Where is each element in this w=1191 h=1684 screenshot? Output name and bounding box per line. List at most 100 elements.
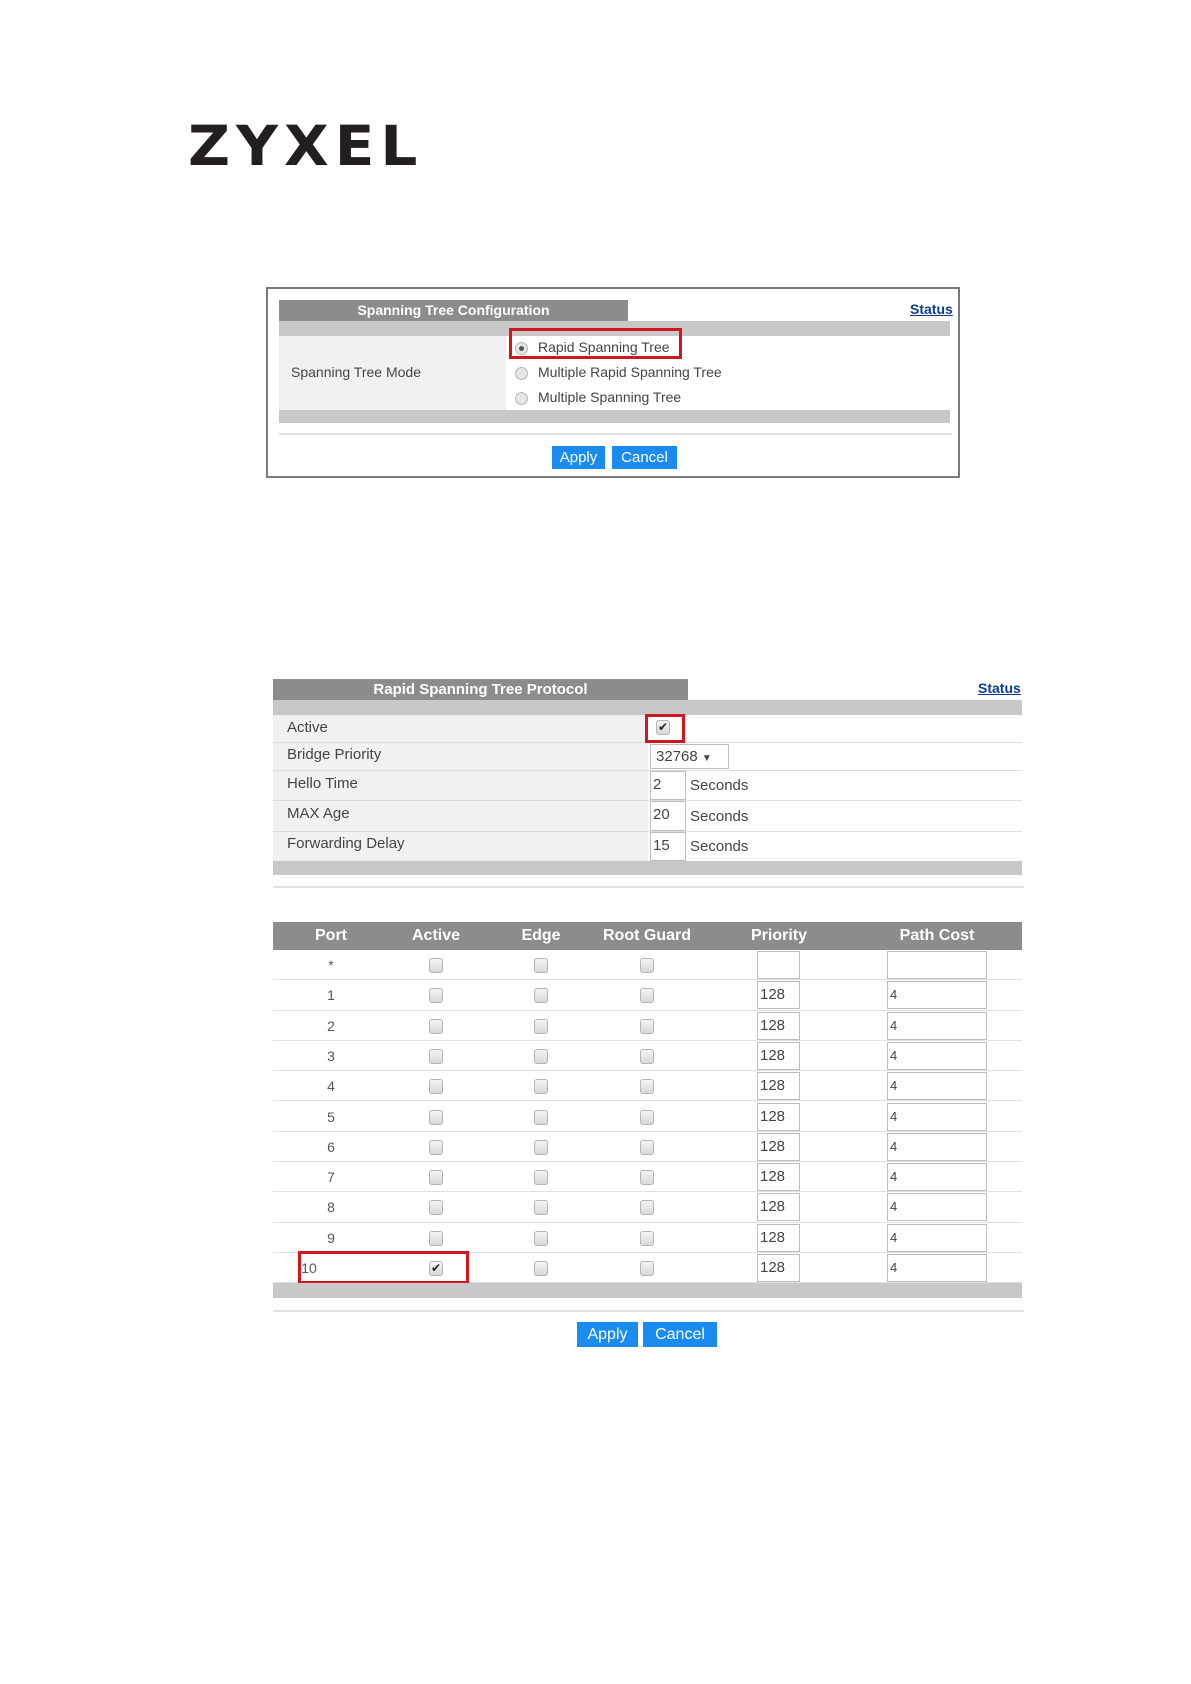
max-age-input[interactable]: 20 bbox=[650, 801, 686, 831]
root-guard-checkbox[interactable] bbox=[640, 1170, 654, 1186]
column-header: Port bbox=[315, 927, 347, 944]
edge-checkbox[interactable] bbox=[534, 1109, 548, 1125]
port-number: 10 bbox=[301, 1260, 317, 1276]
path-cost-input[interactable]: 4 bbox=[887, 1072, 987, 1101]
root-guard-checkbox[interactable] bbox=[640, 1230, 654, 1246]
band bbox=[279, 410, 950, 423]
edge-checkbox[interactable] bbox=[534, 1048, 548, 1064]
radio-button[interactable] bbox=[515, 391, 528, 405]
radio-button[interactable] bbox=[515, 341, 528, 355]
root-guard-checkbox[interactable] bbox=[640, 958, 654, 973]
chevron-down-icon: ▼ bbox=[701, 753, 712, 764]
radio-button[interactable] bbox=[515, 366, 528, 380]
priority-input[interactable]: 128 bbox=[757, 1254, 800, 1282]
port-table-header: Port Active Edge Root Guard Priority Path Cos… bbox=[273, 922, 1022, 950]
bridge-priority-label: Bridge Priority bbox=[287, 746, 382, 763]
forwarding-delay-input[interactable]: 15 bbox=[650, 832, 686, 861]
hello-time-input[interactable]: 2 bbox=[650, 771, 686, 800]
active-checkbox[interactable] bbox=[429, 1139, 443, 1155]
priority-input[interactable]: 128 bbox=[757, 1102, 800, 1131]
priority-input[interactable]: 128 bbox=[757, 1223, 800, 1252]
edge-checkbox[interactable] bbox=[534, 1018, 548, 1034]
active-checkbox[interactable] bbox=[429, 1109, 443, 1125]
root-guard-checkbox[interactable] bbox=[640, 1139, 654, 1155]
active-checkbox[interactable]: ✔ bbox=[656, 720, 670, 735]
mode-option[interactable]: Multiple Spanning Tree bbox=[515, 389, 681, 405]
apply-button[interactable]: Apply bbox=[577, 1322, 638, 1347]
active-checkbox[interactable] bbox=[429, 1048, 443, 1064]
table-row: 6 128 4 bbox=[273, 1131, 1022, 1163]
column-header: Active bbox=[411, 927, 461, 944]
priority-input[interactable] bbox=[757, 951, 800, 979]
cancel-button[interactable]: Cancel bbox=[612, 446, 677, 469]
edge-checkbox[interactable] bbox=[534, 1170, 548, 1186]
column-header: Edge bbox=[521, 927, 561, 944]
root-guard-checkbox[interactable] bbox=[640, 1079, 654, 1095]
active-checkbox[interactable] bbox=[429, 1079, 443, 1095]
path-cost-input[interactable]: 4 bbox=[887, 1193, 987, 1222]
band bbox=[273, 700, 1022, 715]
path-cost-input[interactable]: 4 bbox=[887, 1041, 987, 1070]
edge-checkbox[interactable] bbox=[534, 1079, 548, 1095]
priority-input[interactable]: 128 bbox=[757, 1041, 800, 1070]
root-guard-checkbox[interactable] bbox=[640, 1018, 654, 1034]
status-link[interactable]: Status bbox=[910, 301, 953, 317]
apply-button[interactable]: Apply bbox=[552, 446, 605, 469]
bridge-priority-select[interactable]: 32768 ▼ bbox=[650, 744, 729, 769]
band bbox=[273, 861, 1022, 875]
path-cost-input[interactable]: 4 bbox=[887, 1223, 987, 1252]
edge-checkbox[interactable] bbox=[534, 1261, 548, 1276]
edge-checkbox[interactable] bbox=[534, 958, 548, 973]
label-cell bbox=[279, 336, 506, 410]
active-checkbox[interactable]: ✔ bbox=[429, 1261, 443, 1276]
active-checkbox[interactable] bbox=[429, 958, 443, 973]
divider bbox=[273, 886, 1024, 888]
path-cost-input[interactable] bbox=[887, 951, 987, 979]
column-header: Priority bbox=[750, 927, 808, 944]
root-guard-checkbox[interactable] bbox=[640, 1109, 654, 1125]
active-checkbox[interactable] bbox=[429, 988, 443, 1004]
hello-time-label: Hello Time bbox=[287, 775, 358, 792]
table-row: 7 128 4 bbox=[273, 1162, 1022, 1193]
path-cost-input[interactable]: 4 bbox=[887, 1132, 987, 1161]
root-guard-checkbox[interactable] bbox=[640, 1200, 654, 1216]
root-guard-checkbox[interactable] bbox=[640, 1261, 654, 1276]
path-cost-input[interactable]: 4 bbox=[887, 981, 987, 1010]
active-checkbox[interactable] bbox=[429, 1170, 443, 1186]
table-row: 8 128 4 bbox=[273, 1192, 1022, 1223]
edge-checkbox[interactable] bbox=[534, 1230, 548, 1246]
priority-input[interactable]: 128 bbox=[757, 1193, 800, 1222]
mode-option[interactable]: Multiple Rapid Spanning Tree bbox=[515, 364, 722, 380]
priority-input[interactable]: 128 bbox=[757, 1072, 800, 1101]
priority-input[interactable]: 128 bbox=[757, 981, 800, 1010]
status-link[interactable]: Status bbox=[978, 680, 1021, 696]
active-checkbox[interactable] bbox=[429, 1018, 443, 1034]
priority-input[interactable]: 128 bbox=[757, 1011, 800, 1040]
divider bbox=[279, 433, 952, 435]
root-guard-checkbox[interactable] bbox=[640, 1048, 654, 1064]
priority-input[interactable]: 128 bbox=[757, 1163, 800, 1192]
edge-checkbox[interactable] bbox=[534, 1200, 548, 1216]
active-checkbox[interactable] bbox=[429, 1200, 443, 1216]
path-cost-input[interactable]: 4 bbox=[887, 1254, 987, 1282]
cancel-button[interactable]: Cancel bbox=[643, 1322, 717, 1347]
mode-option[interactable]: Rapid Spanning Tree bbox=[515, 339, 670, 355]
root-guard-checkbox[interactable] bbox=[640, 988, 654, 1004]
forwarding-delay-label: Forwarding Delay bbox=[287, 835, 405, 852]
active-label: Active bbox=[287, 719, 328, 736]
edge-checkbox[interactable] bbox=[534, 988, 548, 1004]
port-number: 8 bbox=[327, 1199, 335, 1216]
path-cost-input[interactable]: 4 bbox=[887, 1102, 987, 1131]
path-cost-input[interactable]: 4 bbox=[887, 1011, 987, 1040]
port-number: 5 bbox=[327, 1108, 335, 1125]
table-row: 5 128 4 bbox=[273, 1101, 1022, 1132]
option-label: Multiple Rapid Spanning Tree bbox=[538, 364, 722, 380]
port-number: 1 bbox=[327, 987, 335, 1004]
priority-input[interactable]: 128 bbox=[757, 1132, 800, 1161]
edge-checkbox[interactable] bbox=[534, 1139, 548, 1155]
path-cost-input[interactable]: 4 bbox=[887, 1163, 987, 1192]
label-column bbox=[273, 715, 648, 861]
active-checkbox[interactable] bbox=[429, 1230, 443, 1246]
unit-label: Seconds bbox=[690, 808, 749, 825]
